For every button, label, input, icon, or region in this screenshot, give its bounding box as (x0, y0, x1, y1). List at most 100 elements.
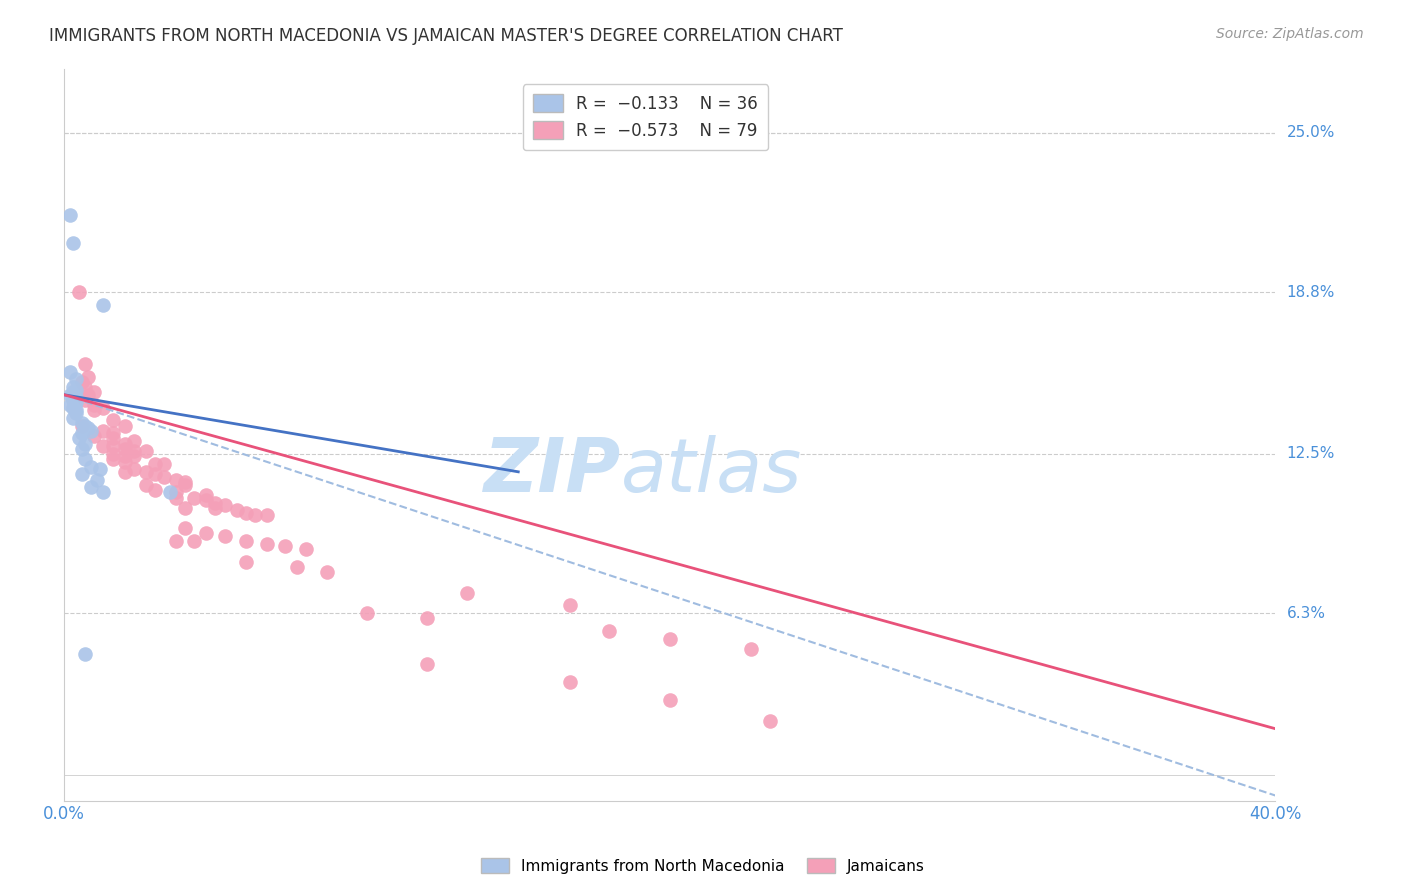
Point (174, 500, 197, 515)
Point (235, 506, 257, 520)
Point (122, 450, 145, 464)
Point (75, 452, 97, 467)
Point (59, 388, 82, 402)
Point (83, 429, 105, 443)
Point (135, 477, 157, 491)
Point (62, 388, 84, 402)
Point (62, 401, 84, 415)
Point (70, 442, 93, 456)
Point (59, 398, 82, 412)
Point (204, 500, 226, 515)
Point (740, 642, 762, 657)
Point (174, 477, 197, 491)
Point (758, 714, 780, 728)
Point (558, 675, 581, 690)
Point (165, 473, 187, 487)
Point (89, 462, 111, 476)
Point (65, 395, 87, 409)
Point (80, 424, 103, 438)
Point (101, 452, 124, 467)
Point (93, 439, 115, 453)
Point (143, 483, 166, 497)
Point (416, 611, 439, 625)
Point (114, 454, 136, 468)
Point (135, 444, 157, 458)
Point (114, 418, 136, 433)
Point (243, 508, 266, 523)
Text: 25.0%: 25.0% (1286, 125, 1334, 140)
Point (65, 406, 87, 420)
Point (114, 442, 136, 456)
Point (416, 657, 439, 672)
Point (153, 470, 176, 484)
Point (80, 459, 103, 474)
Point (80, 480, 103, 494)
Point (183, 534, 205, 549)
Point (114, 465, 136, 479)
Point (101, 426, 124, 441)
Point (59, 365, 82, 379)
Point (75, 647, 97, 661)
Point (135, 465, 157, 479)
Point (101, 413, 124, 427)
Point (77, 388, 100, 402)
Point (114, 450, 136, 464)
Point (77, 369, 100, 384)
Text: ZIP: ZIP (484, 434, 621, 508)
Point (204, 495, 226, 509)
Point (75, 436, 97, 450)
Point (598, 624, 620, 638)
Text: atlas: atlas (621, 435, 803, 508)
Point (62, 385, 84, 400)
Point (143, 467, 166, 482)
Point (658, 632, 681, 646)
Point (70, 418, 93, 433)
Point (101, 439, 124, 453)
Point (67, 432, 90, 446)
Point (165, 534, 187, 549)
Point (65, 372, 87, 386)
Point (558, 599, 581, 613)
Point (356, 606, 378, 620)
Point (295, 541, 318, 556)
Point (214, 498, 236, 512)
Point (143, 457, 166, 471)
Text: Source: ZipAtlas.com: Source: ZipAtlas.com (1216, 27, 1364, 41)
Point (75, 380, 97, 394)
Point (83, 403, 105, 417)
Text: 12.5%: 12.5% (1286, 446, 1334, 461)
Point (62, 380, 84, 394)
Point (122, 434, 145, 448)
Point (93, 485, 115, 500)
Point (83, 398, 105, 412)
Point (93, 401, 115, 415)
Point (195, 493, 218, 508)
Point (65, 403, 87, 417)
Point (274, 539, 297, 553)
Point (256, 537, 278, 551)
Point (70, 467, 93, 482)
Point (70, 375, 93, 389)
Point (83, 385, 105, 400)
Point (62, 410, 84, 425)
Point (316, 565, 339, 579)
Point (77, 421, 100, 435)
Point (235, 555, 257, 569)
Point (67, 285, 90, 299)
Point (174, 475, 197, 489)
Point (75, 357, 97, 371)
Point (114, 436, 136, 450)
Point (122, 462, 145, 476)
Point (165, 491, 187, 505)
Point (658, 693, 681, 707)
Point (65, 390, 87, 404)
Text: 6.3%: 6.3% (1286, 606, 1326, 621)
Point (214, 529, 236, 543)
Point (70, 416, 93, 430)
Text: 18.8%: 18.8% (1286, 285, 1334, 300)
Legend: Immigrants from North Macedonia, Jamaicans: Immigrants from North Macedonia, Jamaica… (475, 852, 931, 880)
Point (183, 491, 205, 505)
Point (174, 521, 197, 535)
Point (256, 508, 278, 523)
Point (101, 447, 124, 461)
